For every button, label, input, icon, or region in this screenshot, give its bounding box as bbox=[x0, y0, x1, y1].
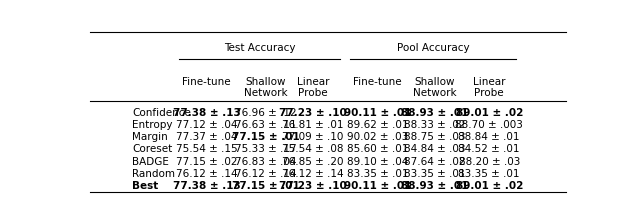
Text: 77.37 ± .04: 77.37 ± .04 bbox=[176, 132, 237, 142]
Text: 76.81 ± .01: 76.81 ± .01 bbox=[282, 120, 344, 130]
Text: Shallow
Network: Shallow Network bbox=[244, 77, 288, 98]
Text: 88.33 ± .02: 88.33 ± .02 bbox=[404, 120, 465, 130]
Text: 88.93 ± .01: 88.93 ± .01 bbox=[401, 181, 468, 191]
Text: 75.54 ± .15: 75.54 ± .15 bbox=[175, 144, 237, 154]
Text: Entropy: Entropy bbox=[132, 120, 173, 130]
Text: 76.96 ± .12: 76.96 ± .12 bbox=[235, 108, 297, 118]
Text: 83.35 ± .01: 83.35 ± .01 bbox=[347, 169, 408, 179]
Text: BADGE: BADGE bbox=[132, 157, 169, 167]
Text: Margin: Margin bbox=[132, 132, 168, 142]
Text: Confidence: Confidence bbox=[132, 108, 191, 118]
Text: Shallow
Network: Shallow Network bbox=[413, 77, 456, 98]
Text: Linear
Probe: Linear Probe bbox=[297, 77, 330, 98]
Text: 85.60 ± .01: 85.60 ± .01 bbox=[347, 144, 408, 154]
Text: 88.93 ± .01: 88.93 ± .01 bbox=[401, 108, 468, 118]
Text: 75.54 ± .08: 75.54 ± .08 bbox=[282, 144, 344, 154]
Text: 77.23 ± .10: 77.23 ± .10 bbox=[279, 181, 347, 191]
Text: 77.38 ± .13: 77.38 ± .13 bbox=[173, 181, 241, 191]
Text: 90.02 ± .03: 90.02 ± .03 bbox=[347, 132, 408, 142]
Text: Best: Best bbox=[132, 181, 158, 191]
Text: 89.01 ± .02: 89.01 ± .02 bbox=[456, 108, 523, 118]
Text: 87.64 ± .02: 87.64 ± .02 bbox=[404, 157, 465, 167]
Text: 88.20 ± .03: 88.20 ± .03 bbox=[458, 157, 520, 167]
Text: 88.84 ± .01: 88.84 ± .01 bbox=[458, 132, 520, 142]
Text: 76.12 ± .14: 76.12 ± .14 bbox=[235, 169, 297, 179]
Text: 76.83 ± .04: 76.83 ± .04 bbox=[236, 157, 297, 167]
Text: 88.70 ± .003: 88.70 ± .003 bbox=[455, 120, 523, 130]
Text: 90.11 ± .01: 90.11 ± .01 bbox=[344, 181, 412, 191]
Text: Coreset: Coreset bbox=[132, 144, 172, 154]
Text: 89.10 ± .04: 89.10 ± .04 bbox=[347, 157, 408, 167]
Text: Linear
Probe: Linear Probe bbox=[473, 77, 506, 98]
Text: 77.15 ± .01: 77.15 ± .01 bbox=[232, 181, 300, 191]
Text: 77.15 ± .02: 77.15 ± .02 bbox=[176, 157, 237, 167]
Text: 77.23 ± .10: 77.23 ± .10 bbox=[279, 108, 347, 118]
Text: 83.35 ± .01: 83.35 ± .01 bbox=[458, 169, 520, 179]
Text: 89.01 ± .02: 89.01 ± .02 bbox=[456, 181, 523, 191]
Text: 89.62 ± .01: 89.62 ± .01 bbox=[347, 120, 408, 130]
Text: Fine-tune: Fine-tune bbox=[353, 77, 402, 87]
Text: 76.12 ± .14: 76.12 ± .14 bbox=[175, 169, 237, 179]
Text: 75.33 ± .17: 75.33 ± .17 bbox=[235, 144, 297, 154]
Text: Random: Random bbox=[132, 169, 175, 179]
Text: 77.15 ± .01: 77.15 ± .01 bbox=[232, 132, 300, 142]
Text: 77.38 ± .13: 77.38 ± .13 bbox=[173, 108, 241, 118]
Text: 83.35 ± .01: 83.35 ± .01 bbox=[404, 169, 465, 179]
Text: Fine-tune: Fine-tune bbox=[182, 77, 231, 87]
Text: 76.85 ± .20: 76.85 ± .20 bbox=[282, 157, 344, 167]
Text: 84.84 ± .03: 84.84 ± .03 bbox=[404, 144, 465, 154]
Text: Pool Accuracy: Pool Accuracy bbox=[397, 43, 470, 53]
Text: Test Accuracy: Test Accuracy bbox=[224, 43, 296, 53]
Text: 77.09 ± .10: 77.09 ± .10 bbox=[282, 132, 344, 142]
Text: 76.12 ± .14: 76.12 ± .14 bbox=[282, 169, 344, 179]
Text: 76.63 ± .11: 76.63 ± .11 bbox=[235, 120, 297, 130]
Text: 88.75 ± .03: 88.75 ± .03 bbox=[404, 132, 465, 142]
Text: 90.11 ± .01: 90.11 ± .01 bbox=[344, 108, 412, 118]
Text: 84.52 ± .01: 84.52 ± .01 bbox=[458, 144, 520, 154]
Text: 77.12 ± .04: 77.12 ± .04 bbox=[176, 120, 237, 130]
